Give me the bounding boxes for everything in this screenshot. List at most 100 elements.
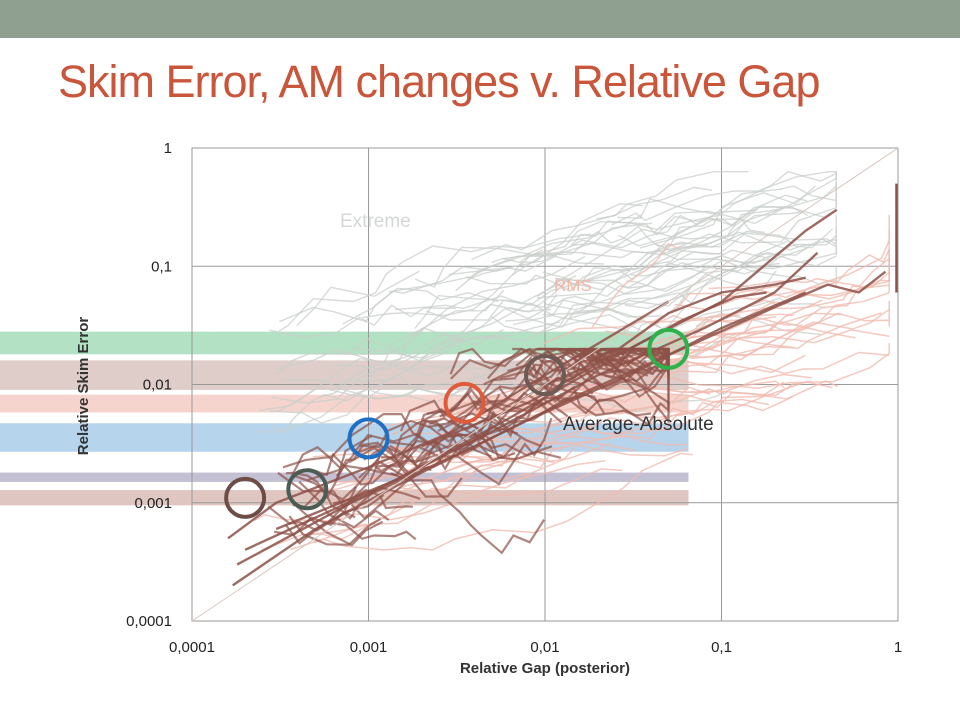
extreme-trace-30 bbox=[256, 384, 427, 433]
extreme-trace-19 bbox=[296, 270, 420, 327]
series-label-average-absolute: Average-Absolute bbox=[563, 414, 714, 435]
extreme-trace-67 bbox=[379, 302, 619, 386]
extreme-trace-20 bbox=[542, 259, 837, 295]
series-label-extreme: Extreme bbox=[340, 211, 411, 232]
extreme-trace-3 bbox=[536, 255, 780, 299]
extreme-trace-52 bbox=[355, 335, 509, 359]
reference-line bbox=[191, 147, 899, 622]
extreme-trace-69 bbox=[617, 181, 837, 219]
rms-trace-15 bbox=[618, 314, 740, 356]
extreme-trace-14 bbox=[279, 287, 499, 323]
rms-trace-7 bbox=[510, 373, 812, 424]
x-tick-label-0: 0,0001 bbox=[169, 639, 215, 656]
slide-title: Skim Error, AM changes v. Relative Gap bbox=[58, 56, 820, 107]
extreme-trace-46 bbox=[579, 251, 837, 289]
extreme-trace-51 bbox=[278, 233, 592, 332]
extreme-trace-37 bbox=[490, 312, 822, 340]
y-tick-label-3: 0,1 bbox=[151, 258, 172, 275]
y-axis-title: Relative Skim Error bbox=[75, 317, 92, 456]
extreme-trace-60 bbox=[342, 254, 558, 325]
rms-trace-46 bbox=[708, 251, 890, 290]
y-tick-label-0: 0,0001 bbox=[126, 613, 172, 630]
x-tick-label-3: 0,1 bbox=[711, 639, 732, 656]
x-tick-label-4: 1 bbox=[894, 639, 902, 656]
extreme-trace-55 bbox=[414, 293, 558, 329]
extreme-trace-64 bbox=[276, 327, 462, 376]
extreme-trace-42 bbox=[426, 251, 723, 321]
rms-trace-58 bbox=[591, 242, 680, 328]
extreme-trace-35 bbox=[648, 227, 837, 266]
extreme-trace-29 bbox=[278, 255, 586, 412]
rms-trace-35 bbox=[698, 214, 890, 314]
avg-long-trace-3 bbox=[236, 270, 887, 566]
rms-trace-45 bbox=[705, 309, 890, 357]
highlight-circle-2 bbox=[286, 468, 329, 511]
extreme-trace-16 bbox=[319, 371, 560, 398]
extreme-trace-68 bbox=[553, 184, 837, 285]
rms-trace-55 bbox=[695, 250, 890, 328]
extreme-trace-43 bbox=[618, 194, 808, 247]
rms-trace-60 bbox=[366, 435, 689, 507]
extreme-trace-39 bbox=[577, 211, 805, 313]
top-accent-bar bbox=[0, 0, 960, 38]
rms-trace-49 bbox=[334, 446, 568, 487]
extreme-trace-1 bbox=[545, 228, 833, 311]
extreme-trace-50 bbox=[269, 385, 475, 424]
extreme-trace-48 bbox=[582, 207, 786, 259]
avg-long-trace-4 bbox=[244, 251, 819, 551]
rms-trace-34 bbox=[472, 343, 890, 414]
avg-trace-46 bbox=[348, 399, 506, 466]
y-tick-label-2: 0,01 bbox=[143, 377, 172, 394]
extreme-trace-61 bbox=[596, 171, 749, 220]
avg-long-trace-7 bbox=[544, 291, 767, 386]
avg-trace-76 bbox=[447, 391, 547, 426]
extreme-trace-62 bbox=[554, 218, 765, 282]
rms-trace-33 bbox=[330, 468, 623, 524]
extreme-trace-18 bbox=[448, 214, 699, 276]
highlight-circle-1 bbox=[224, 476, 267, 519]
avg-trace-72 bbox=[377, 445, 436, 468]
avg-trace-53 bbox=[335, 441, 379, 481]
extreme-trace-25 bbox=[271, 289, 505, 404]
avg-trace-67 bbox=[267, 486, 421, 532]
rms-trace-59 bbox=[499, 380, 812, 441]
avg-trace-73 bbox=[359, 419, 477, 451]
avg-long-trace-6 bbox=[421, 276, 806, 448]
extreme-trace-31 bbox=[485, 307, 660, 342]
x-tick-label-1: 0,001 bbox=[350, 639, 388, 656]
extreme-trace-34 bbox=[569, 209, 757, 248]
extreme-trace-26 bbox=[511, 170, 837, 276]
extreme-trace-7 bbox=[465, 250, 771, 293]
highlight-circle-3 bbox=[347, 417, 390, 460]
avg-trace-39 bbox=[487, 347, 574, 380]
highlight-circles bbox=[224, 327, 690, 519]
x-tick-label-2: 0,01 bbox=[530, 639, 559, 656]
rms-trace-53 bbox=[543, 316, 777, 345]
avg-trace-68 bbox=[290, 445, 341, 477]
avg-trace-16 bbox=[335, 408, 495, 477]
series-label-rms: RMS bbox=[554, 276, 592, 295]
highlight-circle-5 bbox=[524, 354, 566, 397]
extreme-trace-44 bbox=[619, 205, 824, 281]
series-extreme-lines bbox=[256, 170, 837, 433]
extreme-trace-59 bbox=[611, 171, 837, 226]
highlight-circle-6 bbox=[647, 327, 690, 370]
axis-tick-labels: 0,0001 0,001 0,01 0,1 1 0,0001 0,001 0,01 0,1 1 bbox=[126, 140, 902, 656]
reference-diagonal bbox=[191, 147, 899, 622]
extreme-trace-45 bbox=[491, 202, 643, 264]
avg-trace-2 bbox=[449, 347, 550, 375]
avg-trace-60 bbox=[512, 347, 602, 386]
avg-trace-17 bbox=[390, 472, 546, 555]
extreme-trace-36 bbox=[283, 329, 504, 388]
avg-trace-80 bbox=[285, 453, 419, 500]
extreme-trace-38 bbox=[624, 240, 788, 310]
extreme-trace-56 bbox=[655, 171, 837, 252]
extreme-trace-65 bbox=[414, 246, 586, 289]
extreme-trace-70 bbox=[269, 304, 456, 338]
extreme-trace-47 bbox=[653, 171, 837, 234]
avg-long-trace-1 bbox=[227, 300, 670, 540]
avg-trace-86 bbox=[284, 521, 417, 545]
x-axis-title: Relative Gap (posterior) bbox=[460, 660, 630, 677]
y-tick-label-1: 0,001 bbox=[134, 495, 172, 512]
